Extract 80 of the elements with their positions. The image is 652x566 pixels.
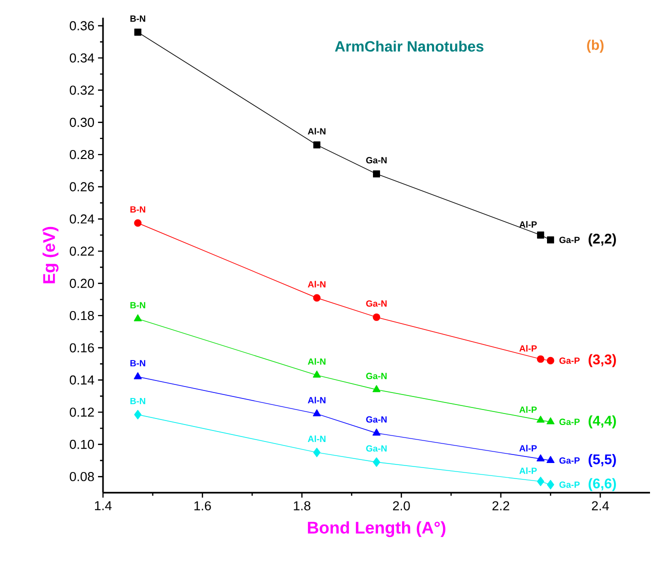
x-axis-title: Bond Length (A°): [308, 521, 446, 538]
text: (6,6): [588, 478, 616, 492]
y-tick-label: 0.20: [70, 278, 94, 288]
point: [546, 480, 554, 490]
y-tick-label: 0.34: [70, 53, 94, 63]
y-tick-label: 0.14: [70, 375, 94, 385]
point: [536, 476, 544, 486]
annotation: Ga-P: [559, 236, 580, 244]
annotation: Al-N: [308, 280, 326, 288]
point: [134, 28, 142, 36]
point: [134, 372, 142, 380]
point: [372, 313, 380, 321]
annotation: B-N: [130, 16, 146, 22]
point: [536, 355, 544, 363]
annotation: Al-N: [308, 435, 326, 442]
annotation: Ga-N: [366, 372, 387, 380]
y-tick-label: 0.16: [70, 343, 94, 352]
point: [134, 410, 142, 420]
annotation: B-N: [130, 398, 146, 404]
x-tick-label: 2.0: [393, 501, 410, 510]
point: [313, 141, 320, 148]
annotation: Al-N: [308, 358, 326, 365]
annotation: Al-P: [519, 444, 537, 452]
annotation: Ga-P: [559, 357, 580, 364]
annotation: Al-P: [519, 406, 537, 413]
annotation: Al-N: [308, 396, 326, 404]
annotation: Ga-P: [559, 481, 580, 488]
y-tick-label: 0.22: [70, 246, 94, 256]
y-axis-title: Eg (eV): [42, 226, 58, 284]
point: [536, 454, 545, 462]
annotation: B-N: [130, 206, 146, 212]
annotation: B-N: [130, 360, 146, 366]
text: (2,2): [588, 233, 616, 246]
annotation: Al-P: [519, 467, 537, 474]
y-tick-label: 0.10: [70, 440, 94, 449]
annotation: Al-N: [308, 128, 326, 134]
point: [536, 416, 545, 423]
annotation: Ga-P: [559, 418, 580, 426]
text: (4,4): [588, 415, 616, 428]
y-tick-label: 0.12: [70, 408, 94, 417]
point: [546, 456, 555, 463]
point: [312, 370, 321, 378]
point: [313, 448, 320, 458]
point: [372, 385, 380, 392]
annotation: (b): [587, 40, 604, 53]
point: [134, 219, 142, 227]
x-tick-label: 1.4: [94, 501, 112, 510]
point: [372, 170, 380, 178]
y-tick-label: 0.08: [70, 472, 94, 482]
x-tick-label: 2.4: [592, 501, 609, 510]
point: [313, 294, 321, 302]
point: [546, 417, 555, 424]
point: [546, 356, 554, 364]
point: [537, 232, 544, 239]
point: [547, 236, 554, 244]
annotation: Ga-N: [366, 157, 387, 164]
annotation: Ga-N: [366, 300, 387, 307]
annotation: Al-P: [519, 221, 537, 228]
y-tick-label: 0.24: [70, 214, 94, 224]
annotation: Ga-P: [559, 457, 580, 464]
x-tick-label: 1.6: [194, 501, 211, 510]
text: (3,3): [588, 354, 616, 368]
point: [372, 428, 380, 436]
y-tick-label: 0.18: [70, 310, 94, 320]
x-tick-label: 2.2: [492, 501, 510, 510]
text: ArmChair Nanotubes: [334, 40, 484, 52]
point: [134, 314, 142, 322]
y-tick-label: 0.26: [70, 182, 94, 192]
text: (5,5): [588, 454, 616, 467]
y-tick-label: 0.28: [70, 150, 94, 160]
y-tick-label: 0.30: [70, 118, 94, 127]
point: [312, 409, 321, 416]
annotation: Al-P: [519, 345, 537, 352]
x-tick-label: 1.8: [294, 501, 310, 510]
point: [372, 457, 380, 467]
annotation: Ga-N: [366, 416, 387, 423]
y-tick-label: 0.36: [70, 21, 94, 30]
annotation: Ga-N: [366, 445, 387, 452]
annotation: B-N: [130, 302, 146, 308]
y-tick-label: 0.32: [70, 86, 94, 95]
